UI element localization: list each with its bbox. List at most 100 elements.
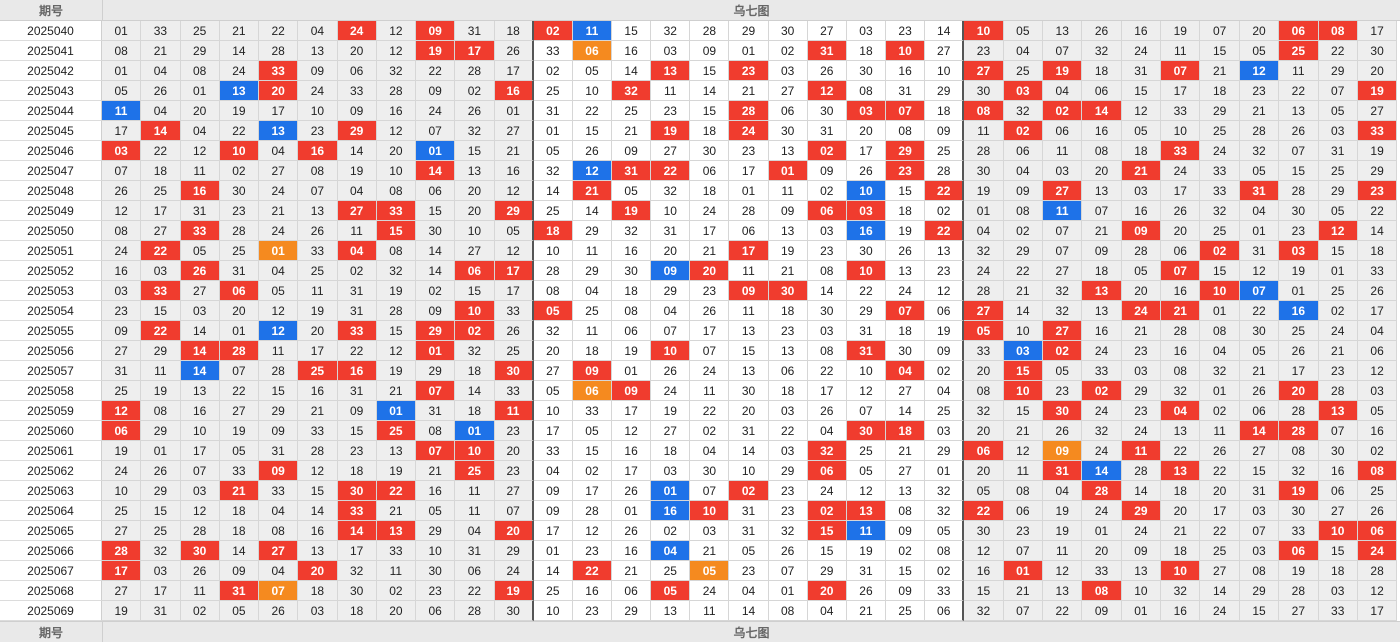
number-cell: 27 <box>1043 261 1083 281</box>
number-cell: 33 <box>1161 101 1201 121</box>
number-cell: 04 <box>572 281 613 301</box>
number-cell: 24 <box>494 561 534 581</box>
number-cell: 24 <box>1121 41 1162 61</box>
number-cell: 33 <box>1200 181 1240 201</box>
number-cell: 21 <box>259 201 299 221</box>
number-cell: 15 <box>886 181 926 201</box>
number-cell: 25 <box>846 441 887 461</box>
highlighted-number-cell: 27 <box>964 61 1004 81</box>
number-cell: 06 <box>612 581 652 601</box>
number-cell: 01 <box>533 121 573 141</box>
number-cell: 07 <box>1279 141 1319 161</box>
table-header: 期号 乌七图 <box>0 0 1400 21</box>
number-cell: 23 <box>1239 81 1280 101</box>
number-cell: 09 <box>768 201 808 221</box>
number-cell: 26 <box>1200 441 1240 461</box>
highlighted-number-cell: 06 <box>1357 521 1398 541</box>
period-cell: 2025051 <box>0 241 102 261</box>
number-cell: 07 <box>1043 221 1083 241</box>
number-cell: 21 <box>768 261 808 281</box>
number-cell: 11 <box>455 501 495 521</box>
number-cell: 02 <box>533 61 573 81</box>
highlighted-number-cell: 33 <box>376 201 416 221</box>
highlighted-number-cell: 22 <box>141 321 181 341</box>
number-cell: 14 <box>219 541 259 561</box>
number-cell: 21 <box>1200 61 1240 81</box>
table-row: 2025050 08 27 33 28 24 26 11 15 30 10 05 18 29 32 31 17 0… <box>0 221 1400 241</box>
period-cell: 2025040 <box>0 21 102 41</box>
number-cell: 08 <box>376 241 416 261</box>
number-cell: 10 <box>533 601 573 621</box>
highlighted-number-cell: 10 <box>651 341 691 361</box>
number-cell: 27 <box>807 21 847 41</box>
number-cell: 05 <box>102 81 142 101</box>
highlighted-number-cell: 10 <box>886 41 926 61</box>
number-cell: 09 <box>1082 601 1122 621</box>
highlighted-number-cell: 29 <box>494 201 534 221</box>
number-cell: 20 <box>455 201 495 221</box>
highlighted-number-cell: 19 <box>1357 81 1398 101</box>
number-cell: 26 <box>1357 281 1398 301</box>
number-cell: 25 <box>572 301 613 321</box>
number-cell: 33 <box>1279 521 1319 541</box>
number-cell: 02 <box>1200 401 1240 421</box>
number-cell: 15 <box>1318 541 1358 561</box>
highlighted-number-cell: 20 <box>259 81 299 101</box>
number-cell: 05 <box>572 421 613 441</box>
highlighted-number-cell: 03 <box>1003 341 1044 361</box>
number-cell: 11 <box>964 121 1004 141</box>
number-cell: 16 <box>180 401 220 421</box>
number-cell: 11 <box>1043 541 1083 561</box>
number-cell: 32 <box>651 181 691 201</box>
number-cell: 04 <box>141 101 181 121</box>
highlighted-number-cell: 28 <box>729 101 769 121</box>
number-cell: 21 <box>494 141 534 161</box>
number-cell: 27 <box>102 521 142 541</box>
number-cell: 30 <box>964 81 1004 101</box>
number-cell: 07 <box>1318 81 1358 101</box>
number-cell: 22 <box>1043 601 1083 621</box>
number-cell: 03 <box>1239 541 1280 561</box>
table-row: 2025058 25 19 13 22 15 16 31 21 07 14 33 05 06 09 24 11 3… <box>0 381 1400 401</box>
number-cell: 32 <box>533 161 573 181</box>
number-cell: 15 <box>690 61 730 81</box>
number-cell: 25 <box>1200 121 1240 141</box>
number-cell: 29 <box>180 41 220 61</box>
number-cell: 24 <box>1200 141 1240 161</box>
number-cell: 29 <box>925 441 965 461</box>
highlighted-number-cell: 09 <box>1121 221 1162 241</box>
number-cell: 20 <box>1200 481 1240 501</box>
highlighted-number-cell: 11 <box>494 401 534 421</box>
highlighted-number-cell: 09 <box>259 461 299 481</box>
number-cell: 13 <box>376 441 416 461</box>
highlighted-number-cell: 01 <box>376 401 416 421</box>
number-cell: 12 <box>1357 581 1398 601</box>
number-cell: 07 <box>298 181 338 201</box>
highlighted-number-cell: 10 <box>846 181 887 201</box>
number-cell: 28 <box>964 281 1004 301</box>
number-cell: 10 <box>455 221 495 241</box>
highlighted-number-cell: 29 <box>886 141 926 161</box>
number-cell: 26 <box>807 401 847 421</box>
number-cell: 08 <box>964 381 1004 401</box>
number-cell: 27 <box>494 121 534 141</box>
highlighted-number-cell: 19 <box>416 41 456 61</box>
number-cell: 25 <box>925 141 965 161</box>
number-cell: 02 <box>768 41 808 61</box>
number-cell: 33 <box>494 381 534 401</box>
highlighted-number-cell: 33 <box>1161 141 1201 161</box>
number-cell: 07 <box>690 341 730 361</box>
number-cell: 17 <box>1161 81 1201 101</box>
highlighted-number-cell: 11 <box>846 521 887 541</box>
number-cell: 31 <box>1239 241 1280 261</box>
highlighted-number-cell: 33 <box>141 281 181 301</box>
number-cell: 04 <box>964 221 1004 241</box>
highlighted-number-cell: 24 <box>729 121 769 141</box>
number-cell: 23 <box>494 461 534 481</box>
number-cell: 29 <box>1003 241 1044 261</box>
number-cell: 09 <box>533 501 573 521</box>
number-cell: 31 <box>729 521 769 541</box>
number-cell: 26 <box>846 161 887 181</box>
highlighted-number-cell: 22 <box>925 181 965 201</box>
